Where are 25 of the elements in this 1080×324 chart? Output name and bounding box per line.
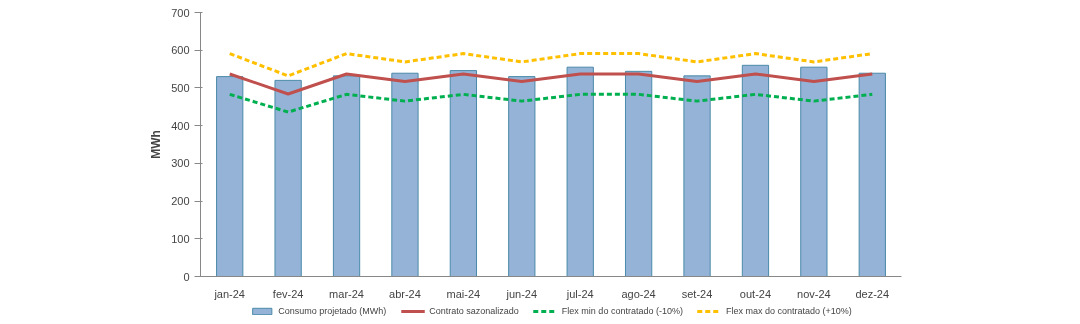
x-tick-label: abr-24 [389, 287, 421, 300]
legend-label: Contrato sazonalizado [429, 306, 519, 316]
y-tick-label: 0 [183, 270, 190, 283]
x-tick-label: jan-24 [213, 287, 245, 300]
y-tick-label: 100 [171, 232, 190, 245]
x-tick-label: set-24 [681, 287, 713, 300]
x-tick-label: mar-24 [329, 287, 364, 300]
y-tick-label: 600 [171, 44, 190, 57]
x-tick-label: jun-24 [505, 287, 538, 300]
x-tick-label: nov-24 [797, 287, 831, 300]
x-tick-label: fev-24 [272, 287, 304, 300]
x-tick-label: dez-24 [855, 287, 890, 300]
y-tick-label: 500 [171, 81, 190, 94]
x-tick-label: jul-24 [565, 287, 594, 300]
y-tick-label: 700 [171, 6, 190, 19]
x-tick-label: ago-24 [621, 287, 656, 300]
y-tick-label: 300 [171, 157, 190, 170]
y-tick-label: 400 [171, 119, 190, 132]
legend-label: Flex max do contratado (+10%) [725, 306, 852, 316]
x-tick-label: mai-24 [446, 287, 481, 300]
y-axis-title: MWh [149, 130, 164, 159]
legend-label: Consumo projetado (MWh) [278, 306, 387, 316]
legend-label: Flex min do contratado (-10%) [561, 306, 683, 316]
y-tick-label: 200 [171, 195, 190, 208]
x-tick-label: out-24 [739, 287, 772, 300]
